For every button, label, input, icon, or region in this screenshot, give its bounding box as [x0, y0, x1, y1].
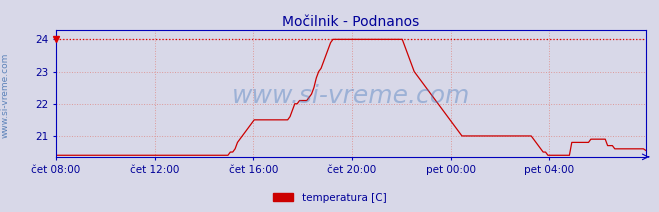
Text: www.si-vreme.com: www.si-vreme.com [232, 84, 470, 108]
Text: www.si-vreme.com: www.si-vreme.com [1, 53, 10, 138]
Legend: temperatura [C]: temperatura [C] [268, 188, 391, 207]
Title: Močilnik - Podnanos: Močilnik - Podnanos [282, 14, 420, 28]
